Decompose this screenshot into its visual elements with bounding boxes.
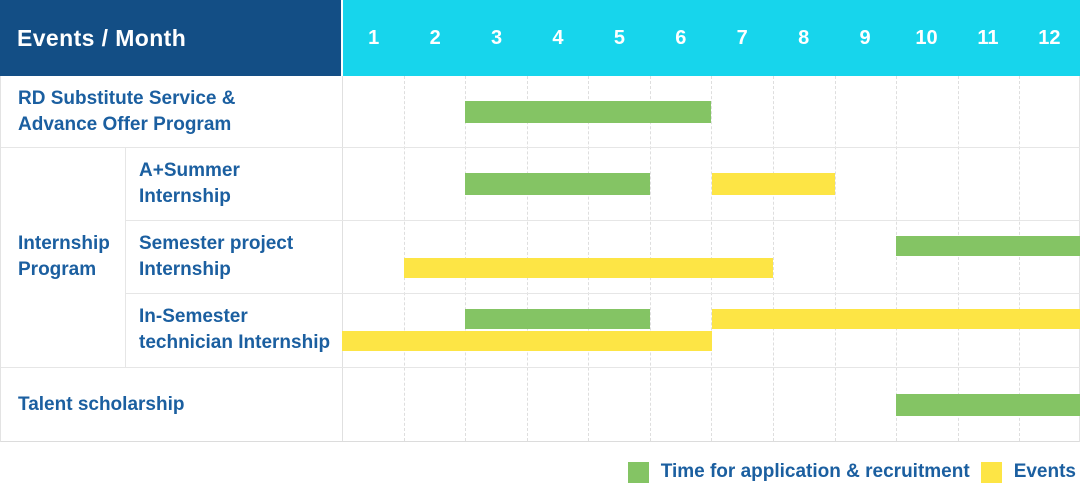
month-column — [836, 76, 898, 441]
month-label: 10 — [915, 26, 938, 49]
table-header-row: Events / Month 1 2 3 4 5 6 7 8 9 10 11 12 — [0, 0, 1080, 76]
month-label: 2 — [429, 26, 441, 49]
legend-label-application: Time for application & recruitment — [660, 461, 970, 482]
legend-label-events: Events — [1013, 461, 1076, 482]
row-divider — [125, 293, 1080, 294]
event-bar — [403, 257, 774, 278]
application-bar — [896, 235, 1080, 256]
month-column — [712, 76, 775, 441]
row-divider — [125, 220, 1080, 221]
chart-body: RD Substitute Service & Advance Offer Pr… — [0, 76, 1080, 442]
event-bar — [711, 309, 1080, 329]
legend-item-events: Events — [980, 461, 1076, 483]
month-label: 4 — [552, 26, 564, 49]
month-label: 9 — [859, 26, 871, 49]
row-group-label-internship-program: Internship Program — [18, 233, 110, 280]
month-column — [774, 76, 836, 441]
legend: Time for application & recruitment Event… — [0, 461, 1076, 483]
month-label: 6 — [675, 26, 687, 49]
month-label: 7 — [736, 26, 748, 49]
sub-column-divider — [125, 147, 126, 367]
month-column — [897, 76, 959, 441]
month-column — [343, 76, 405, 441]
row-divider — [1, 367, 1080, 368]
month-label: 3 — [490, 26, 503, 49]
legend-item-application: Time for application & recruitment — [627, 461, 970, 483]
month-label: 11 — [977, 26, 999, 49]
event-bar — [342, 331, 712, 351]
application-bar — [465, 309, 650, 329]
month-label: 1 — [368, 26, 380, 49]
event-bar — [711, 172, 835, 195]
month-column — [1020, 76, 1080, 441]
row-label-rd-substitute-service: RD Substitute Service & Advance Offer Pr… — [18, 87, 236, 135]
row-label-in-semester-technician-internship: In-Semester technician Internship — [139, 306, 331, 353]
row-label-semester-project-internship: Semester project Internship — [139, 232, 294, 280]
events-yellow-swatch-icon — [980, 461, 1002, 483]
month-label: 5 — [613, 26, 625, 49]
month-label: 12 — [1038, 26, 1061, 49]
application-bar — [465, 100, 712, 123]
application-green-swatch-icon — [627, 461, 649, 483]
month-column — [959, 76, 1021, 441]
application-bar — [465, 172, 650, 195]
month-label: 8 — [798, 26, 810, 49]
month-header-row: 1 2 3 4 5 6 7 8 9 10 11 12 — [341, 0, 1080, 76]
row-label-talent-scholarship: Talent scholarship — [18, 393, 185, 415]
row-label-a-summer-internship: A+Summer Internship — [139, 159, 240, 207]
application-bar — [896, 393, 1080, 416]
events-month-header-cell: Events / Month — [0, 0, 341, 76]
row-divider — [1, 147, 1080, 148]
